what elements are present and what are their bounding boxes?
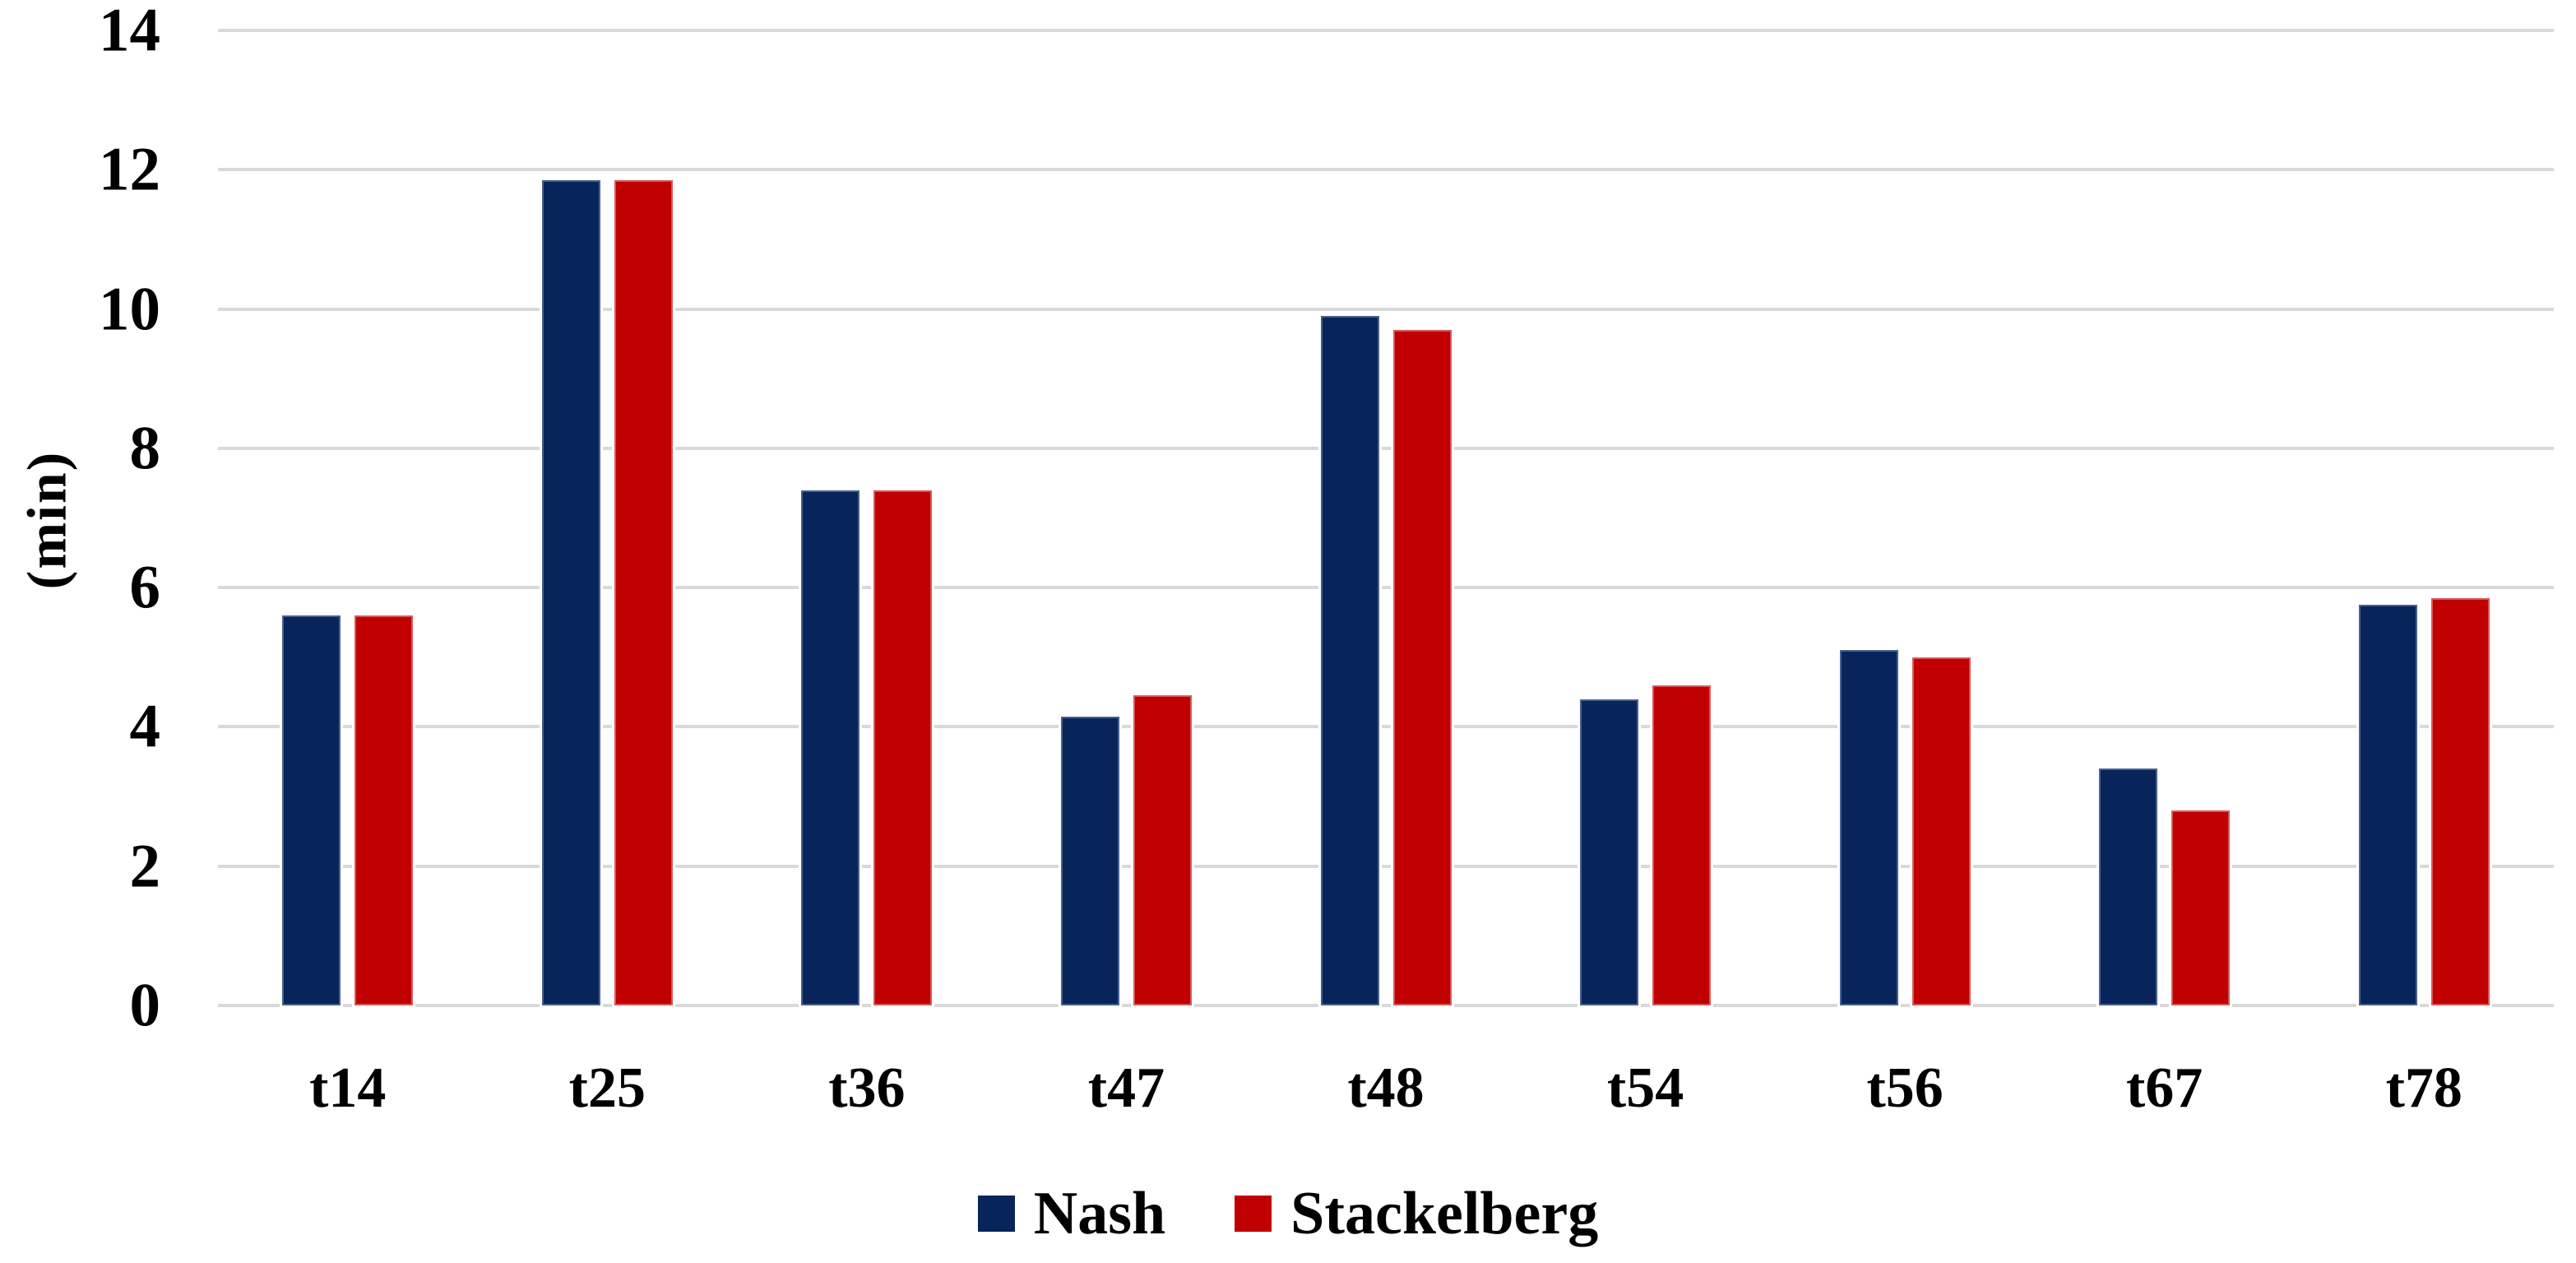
- y-tick-label-2: 2: [129, 832, 161, 901]
- x-tick-label-t78: t78: [2385, 1056, 2462, 1120]
- x-tick-label-t48: t48: [1347, 1056, 1425, 1120]
- legend-label-stackelberg: Stackelberg: [1290, 1180, 1599, 1247]
- x-tick-label-t54: t54: [1606, 1056, 1684, 1120]
- bar-stackelberg-t47: [1133, 695, 1192, 1005]
- x-tick-label-t56: t56: [1866, 1056, 1944, 1120]
- gridline-y-14: [218, 29, 2554, 32]
- gridline-y-0: [218, 1004, 2554, 1007]
- legend-item-nash: Nash: [977, 1180, 1166, 1247]
- bar-nash-t56: [1839, 650, 1898, 1005]
- gridline-y-2: [218, 864, 2554, 868]
- bar-nash-t67: [2099, 768, 2158, 1005]
- bar-nash-t36: [801, 490, 860, 1005]
- bar-stackelberg-t67: [2171, 810, 2231, 1005]
- gridline-y-4: [218, 725, 2554, 729]
- x-tick-label-t47: t47: [1087, 1056, 1165, 1120]
- bar-stackelberg-t14: [354, 615, 414, 1005]
- y-tick-label-0: 0: [129, 971, 161, 1040]
- bar-stackelberg-t78: [2430, 597, 2490, 1005]
- legend-item-stackelberg: Stackelberg: [1235, 1183, 1598, 1244]
- bar-stackelberg-t36: [873, 490, 933, 1005]
- gridline-y-12: [218, 168, 2554, 172]
- bar-nash-t47: [1060, 716, 1119, 1005]
- y-tick-label-6: 6: [129, 553, 161, 622]
- gridline-y-6: [218, 586, 2554, 590]
- y-tick-label-4: 4: [129, 692, 161, 761]
- bar-stackelberg-t56: [1911, 657, 1971, 1005]
- bar-nash-t78: [2358, 605, 2417, 1005]
- legend: Nash Stackelberg: [0, 1183, 2576, 1244]
- bar-nash-t14: [282, 615, 341, 1005]
- plot-area: [218, 0, 2554, 1263]
- x-tick-label-t36: t36: [828, 1056, 906, 1120]
- bar-stackelberg-t48: [1392, 329, 1452, 1005]
- x-tick-label-t67: t67: [2126, 1056, 2203, 1120]
- bar-nash-t25: [541, 179, 600, 1005]
- gridline-y-8: [218, 446, 2554, 450]
- bar-stackelberg-t54: [1652, 685, 1712, 1005]
- bar-nash-t48: [1320, 316, 1379, 1005]
- y-tick-label-14: 14: [99, 0, 160, 65]
- x-tick-label-t25: t25: [568, 1056, 646, 1120]
- bar-nash-t54: [1580, 699, 1639, 1005]
- legend-marker-stackelberg-icon: [1235, 1196, 1272, 1232]
- gridline-y-10: [218, 307, 2554, 311]
- x-tick-label-t14: t14: [309, 1056, 387, 1120]
- y-tick-label-10: 10: [99, 275, 160, 344]
- y-tick-label-12: 12: [99, 135, 160, 204]
- bar-stackelberg-t25: [614, 179, 673, 1005]
- y-tick-label-8: 8: [129, 414, 161, 483]
- legend-marker-nash-icon: [977, 1196, 1015, 1232]
- legend-label-nash: Nash: [1033, 1180, 1166, 1247]
